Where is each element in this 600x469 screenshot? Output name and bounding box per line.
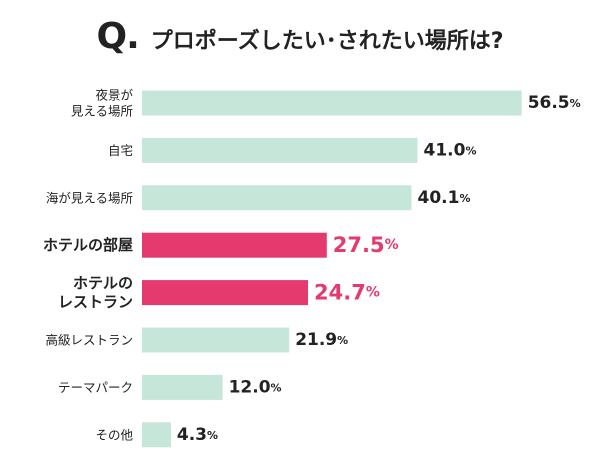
bar <box>142 137 418 163</box>
bar <box>142 422 171 448</box>
category-label: 夜景が <box>95 88 133 103</box>
value-label: 4.3% <box>177 425 218 445</box>
value-label: 24.7% <box>314 281 380 305</box>
chart-title: Q. プロポーズしたい･されたい場所は? <box>0 16 600 57</box>
value-label: 27.5% <box>333 233 399 257</box>
category-label: 自宅 <box>108 143 133 158</box>
category-label: 高級レストラン <box>45 333 133 348</box>
value-label: 56.5% <box>528 93 581 113</box>
value-label: 41.0% <box>424 140 477 160</box>
category-label: ホテルの部屋 <box>43 236 133 254</box>
category-label: レストラン <box>58 293 133 311</box>
bar <box>142 280 308 306</box>
bar <box>142 327 290 353</box>
value-label: 21.9% <box>295 330 348 350</box>
question-text: プロポーズしたい･されたい場所は? <box>150 29 504 54</box>
category-label: 見える場所 <box>71 104 133 119</box>
category-label: 海が見える場所 <box>46 190 133 205</box>
category-label: ホテルの <box>73 274 133 292</box>
bar <box>142 90 522 116</box>
value-label: 40.1% <box>418 188 471 208</box>
question-mark-label: Q. <box>96 16 140 57</box>
bar <box>142 232 327 258</box>
category-label: その他 <box>95 427 133 442</box>
value-label: 12.0% <box>229 377 282 397</box>
category-label: テーマパーク <box>58 380 133 395</box>
bar <box>142 374 223 400</box>
bar <box>142 185 412 211</box>
